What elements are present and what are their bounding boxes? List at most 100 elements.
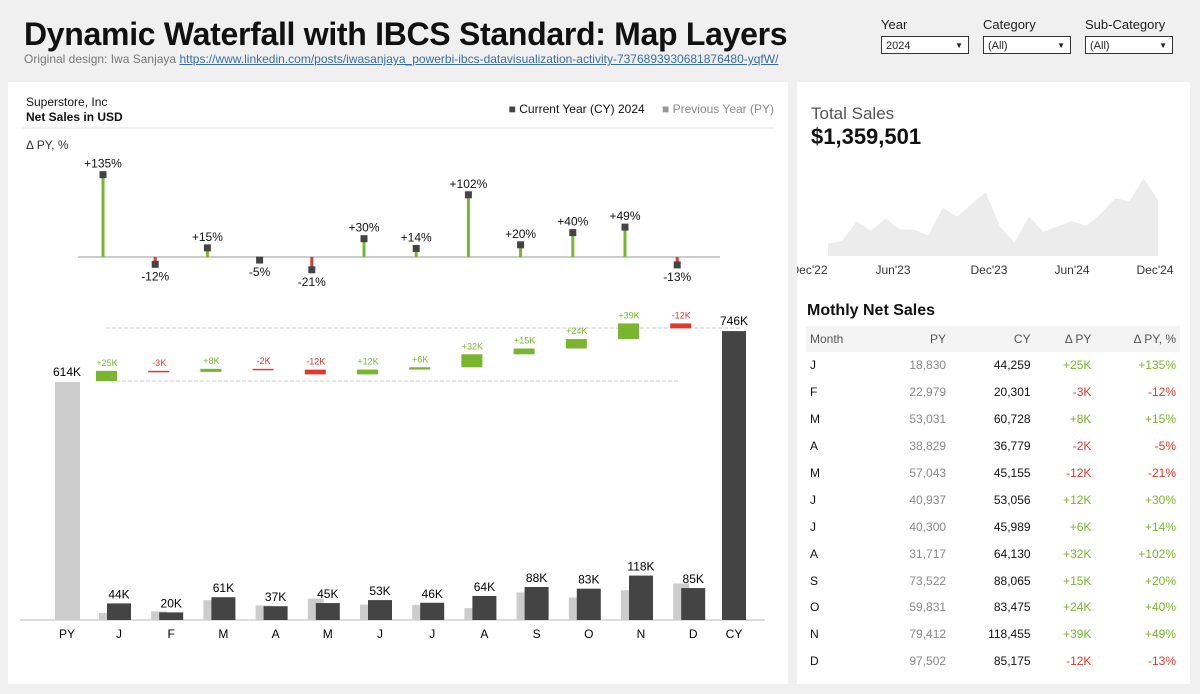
delta-pct-label: +40% xyxy=(557,215,588,229)
delta-pct-label: +102% xyxy=(450,177,488,191)
year-dropdown[interactable]: 2024 ▼ xyxy=(881,36,969,54)
cy-month-label: 88K xyxy=(526,571,547,585)
legend-cy-swatch-icon: ■ xyxy=(508,102,516,116)
py-total-bar xyxy=(55,381,80,620)
month-cell: J xyxy=(810,492,816,507)
month-cell: O xyxy=(810,600,820,615)
x-tick-month: S xyxy=(533,627,541,641)
delta-cell: -12K xyxy=(1066,654,1092,669)
table-row: O 59,831 83,475 +24K +40% xyxy=(806,594,1180,621)
measure-name: Net Sales in USD xyxy=(26,110,123,124)
delta-pct-stem xyxy=(675,257,679,265)
column-header[interactable]: Δ PY, % xyxy=(1095,326,1180,352)
delta-cell: +24K xyxy=(1063,600,1092,615)
delta-pct-cell: +49% xyxy=(1144,627,1176,642)
table-row: J 40,937 53,056 +12K +30% xyxy=(806,486,1180,513)
credit-text: Original design: Iwa Sanjaya xyxy=(24,52,177,66)
waterfall-chart: +135% -12% +15% -5% -21% +30% +14% +102% +20% +40… xyxy=(20,157,765,641)
delta-cell: +12K xyxy=(1063,492,1092,507)
delta-pct-cell: +14% xyxy=(1144,519,1176,534)
py-cell: 40,300 xyxy=(909,519,947,534)
legend-cy-label: Current Year (CY) 2024 xyxy=(519,102,645,116)
cy-month-bar xyxy=(107,603,131,620)
chevron-down-icon: ▼ xyxy=(955,41,963,50)
table-title: Mothly Net Sales xyxy=(807,302,936,319)
cy-month-bar xyxy=(524,586,549,620)
column-header[interactable]: Δ PY xyxy=(1034,326,1096,352)
delta-pct-label: -21% xyxy=(298,275,326,289)
x-tick-month: A xyxy=(272,627,280,641)
x-tick-month: D xyxy=(689,627,698,641)
py-total-label: 614K xyxy=(53,365,81,379)
column-header[interactable]: PY xyxy=(875,326,951,352)
source-link[interactable]: https://www.linkedin.com/posts/iwasanjay… xyxy=(179,52,779,66)
delta-pct-stem xyxy=(362,238,366,257)
py-cell: 57,043 xyxy=(909,466,947,480)
category-filter: Category (All) ▼ xyxy=(983,17,1071,54)
waterfall-delta-bar xyxy=(670,323,692,329)
column-header[interactable]: Month xyxy=(806,326,876,352)
delta-pct-cell: +20% xyxy=(1144,573,1176,588)
delta-pct-stem xyxy=(519,244,523,257)
subcategory-dropdown[interactable]: (All) ▼ xyxy=(1085,36,1173,54)
month-cell: J xyxy=(810,358,816,373)
category-dropdown[interactable]: (All) ▼ xyxy=(983,36,1071,54)
delta-cell: +39K xyxy=(1063,627,1092,642)
delta-pct-stem xyxy=(571,232,575,257)
table-row: A 38,829 36,779 -2K -5% xyxy=(806,433,1180,460)
table-row: N 79,412 118,455 +39K +49% xyxy=(806,621,1180,648)
delta-axis-label: Δ PY, % xyxy=(26,138,69,152)
delta-pct-cell: +40% xyxy=(1144,600,1176,615)
month-cell: F xyxy=(810,385,818,400)
waterfall-delta-label: -2K xyxy=(257,356,271,366)
cy-month-bar xyxy=(629,575,653,620)
delta-pct-marker xyxy=(99,171,107,179)
cy-month-label: 61K xyxy=(213,581,234,595)
trend-tick-label: Dec'23 xyxy=(971,263,1008,277)
legend-py: ■ Previous Year (PY) xyxy=(662,102,774,116)
waterfall-delta-label: +12K xyxy=(357,357,378,367)
column-header[interactable]: CY xyxy=(950,326,1035,352)
waterfall-delta-label: +8K xyxy=(203,356,219,366)
delta-cell: -12K xyxy=(1066,466,1092,480)
trend-tick-label: Dec'24 xyxy=(1137,263,1174,277)
month-cell: S xyxy=(810,573,819,588)
delta-pct-marker xyxy=(360,235,368,243)
py-cell: 22,979 xyxy=(909,385,947,400)
table-header-row: Month PY CY Δ PY Δ PY, % xyxy=(806,326,1180,352)
waterfall-delta-label: +15K xyxy=(514,335,535,345)
cy-total-label: 746K xyxy=(720,314,748,328)
company-name: Superstore, Inc xyxy=(26,95,108,109)
sales-trend-area xyxy=(828,178,1158,256)
month-cell: J xyxy=(810,519,816,534)
cy-month-label: 46K xyxy=(422,587,443,601)
py-cell: 73,522 xyxy=(909,573,947,588)
monthly-sales-table: Month PY CY Δ PY Δ PY, % J 18,830 44,259 +25K +1… xyxy=(806,326,1180,675)
delta-cell: +8K xyxy=(1069,412,1092,427)
waterfall-delta-label: -12K xyxy=(306,357,325,367)
delta-pct-marker xyxy=(673,261,681,269)
x-tick-month: J xyxy=(377,627,383,641)
waterfall-panel: Superstore, Inc Net Sales in USD ■ Curre… xyxy=(8,82,788,684)
delta-pct-label: -5% xyxy=(249,265,271,279)
waterfall-delta-bar xyxy=(252,368,274,371)
month-cell: N xyxy=(810,627,819,642)
total-sales-value: $1,359,501 xyxy=(811,124,922,149)
x-tick-month: F xyxy=(168,627,175,641)
subcategory-filter: Sub-Category (All) ▼ xyxy=(1085,17,1173,54)
cy-cell: 88,065 xyxy=(993,573,1031,588)
total-sales-title: Total Sales xyxy=(811,104,895,123)
chart-legend: ■ Current Year (CY) 2024 ■ Previous Year… xyxy=(495,102,774,116)
chevron-down-icon: ▼ xyxy=(1159,41,1167,50)
waterfall-delta-label: -12K xyxy=(672,310,691,320)
month-cell: D xyxy=(810,654,819,669)
delta-pct-cell: -13% xyxy=(1147,654,1176,669)
x-tick-month: J xyxy=(429,627,435,641)
cy-month-label: 85K xyxy=(683,572,704,586)
table-row: D 97,502 85,175 -12K -13% xyxy=(806,648,1180,675)
waterfall-delta-bar xyxy=(96,370,117,381)
month-cell: A xyxy=(810,439,819,454)
table-row: M 57,043 45,155 -12K -21% xyxy=(806,460,1180,487)
table-row: J 18,830 44,259 +25K +135% xyxy=(806,352,1180,379)
cy-month-label: 20K xyxy=(161,596,182,610)
